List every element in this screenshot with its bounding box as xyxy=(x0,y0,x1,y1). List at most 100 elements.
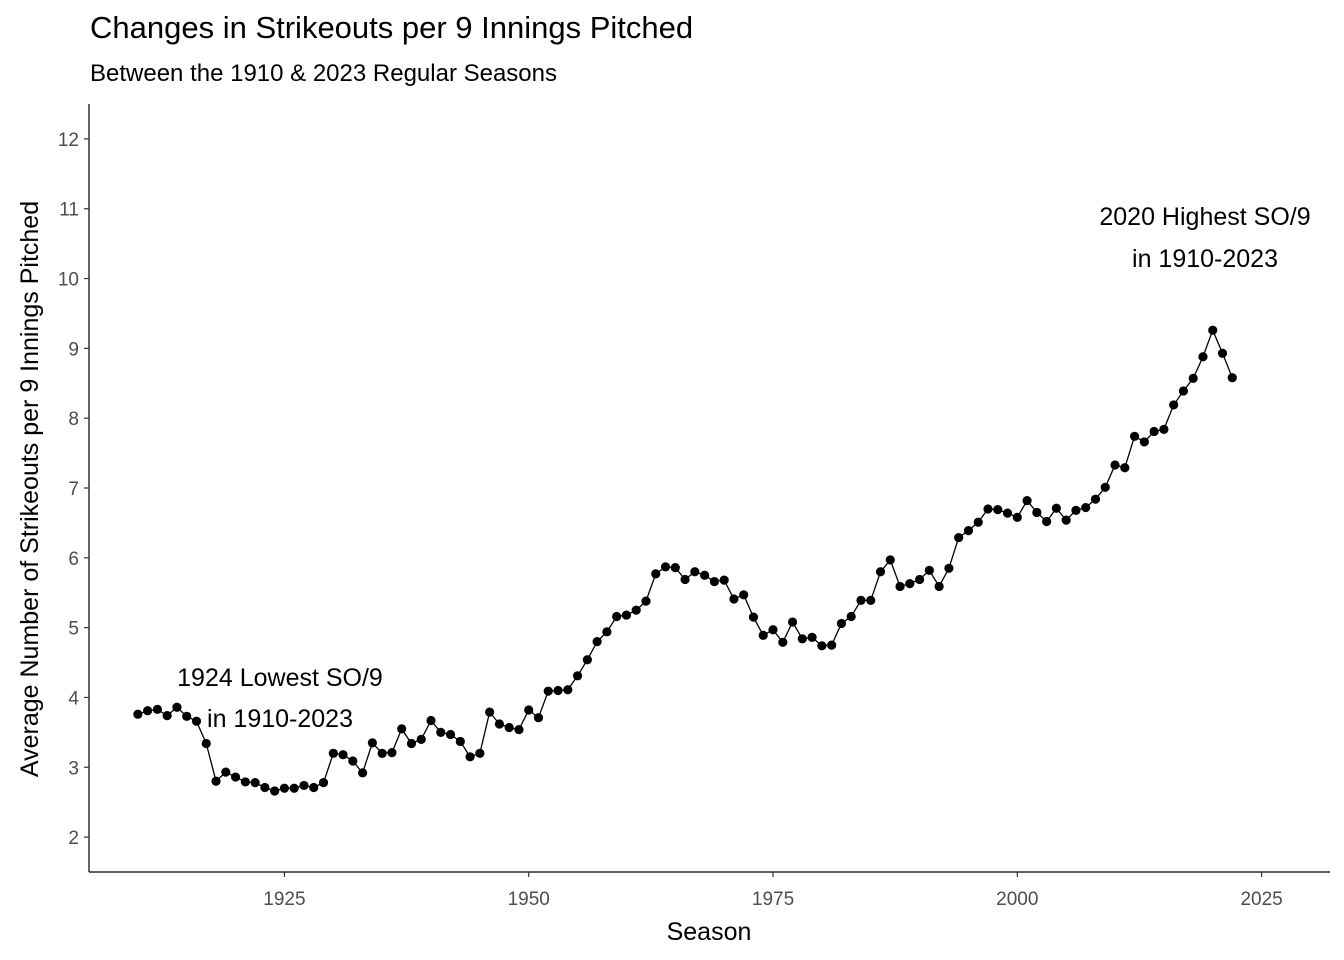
data-point xyxy=(299,780,309,791)
y-tick-label: 12 xyxy=(58,130,79,151)
data-point xyxy=(485,707,495,717)
series xyxy=(133,325,1237,796)
data-point xyxy=(690,567,700,577)
data-point xyxy=(397,724,407,734)
data-point xyxy=(895,581,905,592)
annotation-lowest-line-1: 1924 Lowest SO/9 xyxy=(177,664,383,692)
y-tick-label: 3 xyxy=(68,758,79,779)
data-point xyxy=(348,756,358,766)
data-point xyxy=(963,525,974,536)
data-point xyxy=(875,567,886,577)
data-point xyxy=(797,634,807,644)
data-point xyxy=(944,563,954,573)
data-point xyxy=(201,738,211,749)
annotations: 1924 Lowest SO/9 in 1910-2023 2020 Highe… xyxy=(177,203,1310,733)
data-point xyxy=(787,617,798,627)
data-point xyxy=(641,596,651,606)
data-point xyxy=(406,738,417,749)
data-point xyxy=(1051,503,1061,513)
data-point xyxy=(1149,426,1159,437)
data-point xyxy=(621,610,632,620)
data-point xyxy=(240,777,250,787)
data-point xyxy=(358,768,368,778)
data-point xyxy=(1178,386,1189,396)
data-point xyxy=(133,709,143,719)
data-point xyxy=(211,776,221,786)
data-point xyxy=(533,713,544,723)
data-point xyxy=(592,637,602,647)
x-tick-label: 1975 xyxy=(752,889,794,910)
data-point xyxy=(1227,373,1237,383)
y-tick-label: 2 xyxy=(68,828,79,849)
annotation-highest-line-1: 2020 Highest SO/9 xyxy=(1099,203,1310,231)
y-tick-label: 4 xyxy=(68,688,79,709)
data-point xyxy=(143,706,153,716)
data-point xyxy=(367,738,377,748)
data-point xyxy=(172,702,182,712)
data-point xyxy=(817,641,827,651)
data-point xyxy=(553,685,563,696)
data-point xyxy=(983,504,993,514)
data-point xyxy=(631,605,641,615)
x-tick-label: 1925 xyxy=(263,889,305,910)
data-point xyxy=(182,711,192,721)
data-point xyxy=(328,748,338,758)
data-point xyxy=(426,715,436,726)
data-point xyxy=(1100,482,1110,492)
data-point xyxy=(1022,495,1032,506)
chart-title: Changes in Strikeouts per 9 Innings Pitc… xyxy=(90,10,694,45)
data-point xyxy=(719,575,729,585)
data-point xyxy=(377,748,387,758)
data-point xyxy=(993,505,1003,515)
data-point xyxy=(1012,512,1022,522)
data-point xyxy=(885,555,895,565)
data-point xyxy=(504,722,514,733)
x-tick-label: 2025 xyxy=(1240,889,1282,910)
data-point xyxy=(309,782,319,793)
data-point xyxy=(524,705,534,715)
data-point xyxy=(602,627,612,637)
data-point xyxy=(954,532,964,543)
y-tick-label: 7 xyxy=(68,479,79,500)
data-point xyxy=(1090,494,1101,504)
y-tick-label: 10 xyxy=(58,270,79,291)
data-point xyxy=(758,630,768,640)
data-point xyxy=(260,782,270,793)
x-axis-title: Season xyxy=(667,918,752,946)
annotation-lowest-line-2: in 1910-2023 xyxy=(207,705,353,733)
data-point xyxy=(914,574,925,585)
y-tick-label: 11 xyxy=(59,200,79,221)
data-point xyxy=(1032,507,1042,518)
annotation-highest-line-2: in 1910-2023 xyxy=(1132,245,1278,273)
data-point xyxy=(436,727,446,737)
data-point xyxy=(1159,424,1169,434)
data-point xyxy=(1061,515,1071,525)
data-point xyxy=(191,716,202,726)
data-point xyxy=(494,719,505,729)
data-point xyxy=(739,590,749,600)
data-point xyxy=(1198,352,1208,362)
data-point xyxy=(572,671,583,681)
data-point xyxy=(289,783,299,793)
data-point xyxy=(924,565,934,575)
data-point xyxy=(318,778,329,788)
data-point xyxy=(1139,437,1149,447)
y-ticks: 2 3 4 5 6 7 8 9 10 11 12 xyxy=(58,130,89,849)
data-point xyxy=(465,752,475,762)
data-point xyxy=(582,655,592,665)
data-point xyxy=(748,612,759,622)
x-ticks: 1925 1950 1975 2000 2025 xyxy=(263,872,1283,910)
data-point xyxy=(475,748,485,758)
data-point xyxy=(768,625,778,635)
data-point xyxy=(807,632,817,643)
data-point xyxy=(778,637,788,647)
data-point xyxy=(543,686,553,696)
data-point xyxy=(700,570,710,580)
data-point xyxy=(221,767,231,777)
data-point xyxy=(162,711,172,721)
data-point xyxy=(973,517,983,527)
data-point xyxy=(934,581,944,592)
data-point xyxy=(660,562,671,572)
x-tick-label: 2000 xyxy=(996,889,1038,910)
data-point xyxy=(651,569,661,579)
